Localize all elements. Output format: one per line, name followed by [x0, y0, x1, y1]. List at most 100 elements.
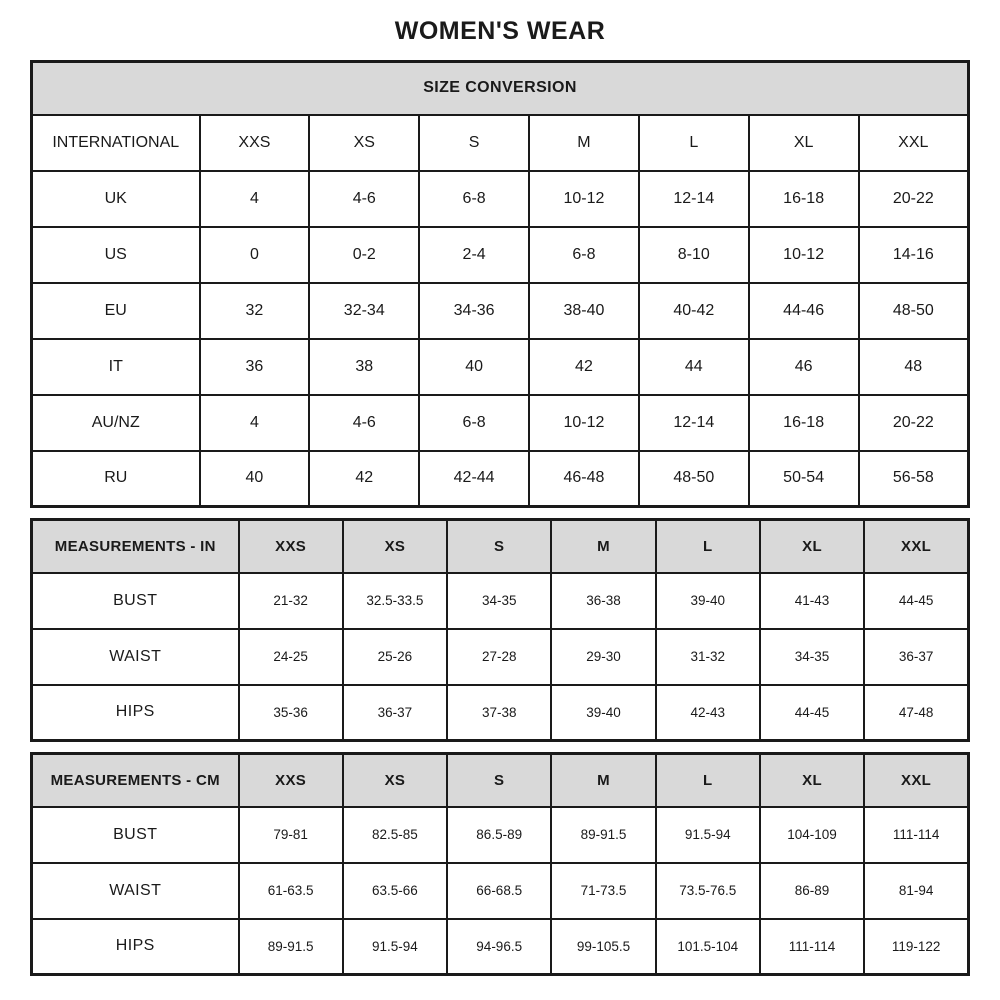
- data-cell: 16-18: [747, 393, 860, 452]
- data-cell: 89-91.5: [550, 805, 657, 864]
- data-cell: 47-48: [863, 683, 970, 742]
- row-label: IT: [30, 337, 201, 396]
- table-row: WAIST 24-25 25-26 27-28 29-30 31-32 34-35 36-37: [30, 627, 970, 686]
- data-cell: 86.5-89: [446, 805, 553, 864]
- data-cell: 41-43: [758, 571, 866, 630]
- column-header: L: [654, 518, 761, 574]
- table-row: EU 32 32-34 34-36 38-40 40-42 44-46 48-50: [30, 281, 970, 340]
- data-cell: 50-54: [747, 449, 860, 508]
- column-header: XS: [308, 113, 421, 172]
- data-cell: 40: [198, 449, 311, 508]
- data-cell: 86-89: [758, 861, 866, 920]
- data-cell: 10-12: [528, 169, 640, 228]
- table-measurements-in: MEASUREMENTS - IN XXS XS S M L XL XXL BUST 21-32 3…: [30, 518, 970, 742]
- data-cell: 31-32: [654, 627, 761, 686]
- data-cell: 99-105.5: [550, 917, 657, 976]
- row-label: WAIST: [30, 861, 240, 920]
- data-cell: 38-40: [528, 281, 640, 340]
- data-cell: 38: [308, 337, 421, 396]
- column-header: XXL: [863, 518, 970, 574]
- data-cell: 42-43: [654, 683, 761, 742]
- data-cell: 44: [637, 337, 750, 396]
- data-cell: 32: [198, 281, 311, 340]
- data-cell: 111-114: [863, 805, 970, 864]
- column-header: XL: [758, 518, 866, 574]
- column-header: XL: [747, 113, 860, 172]
- row-label: BUST: [30, 571, 240, 630]
- data-cell: 27-28: [446, 627, 553, 686]
- table-row: IT 36 38 40 42 44 46 48: [30, 337, 970, 396]
- page-title: WOMEN'S WEAR: [394, 17, 606, 45]
- data-cell: 32-34: [308, 281, 421, 340]
- data-cell: 48: [857, 337, 970, 396]
- data-cell: 89-91.5: [237, 917, 344, 976]
- data-cell: 10-12: [747, 225, 860, 284]
- data-cell: 46-48: [528, 449, 640, 508]
- data-cell: 4-6: [308, 393, 421, 452]
- data-cell: 46: [747, 337, 860, 396]
- column-header: XXS: [237, 518, 344, 574]
- data-cell: 10-12: [528, 393, 640, 452]
- data-cell: 79-81: [237, 805, 344, 864]
- row-label: HIPS: [30, 917, 240, 976]
- row-label: RU: [30, 449, 201, 508]
- data-cell: 36: [198, 337, 311, 396]
- data-cell: 81-94: [863, 861, 970, 920]
- table-row: AU/NZ 4 4-6 6-8 10-12 12-14 16-18 20-22: [30, 393, 970, 452]
- table-row: WAIST 61-63.5 63.5-66 66-68.5 71-73.5 73.5-76…: [30, 861, 970, 920]
- table-row: BUST 79-81 82.5-85 86.5-89 89-91.5 91.5-94 104…: [30, 805, 970, 864]
- row-label: US: [30, 225, 201, 284]
- table-title-banner: SIZE CONVERSION: [30, 60, 970, 116]
- data-cell: 111-114: [758, 917, 866, 976]
- data-cell: 56-58: [857, 449, 970, 508]
- data-cell: 119-122: [863, 917, 970, 976]
- data-cell: 6-8: [528, 225, 640, 284]
- data-cell: 12-14: [637, 169, 750, 228]
- column-header: S: [418, 113, 531, 172]
- table-row: UK 4 4-6 6-8 10-12 12-14 16-18 20-22: [30, 169, 970, 228]
- table-measurements-cm: MEASUREMENTS - CM XXS XS S M L XL XXL BUST 79-81 8…: [30, 752, 970, 976]
- data-cell: 101.5-104: [654, 917, 761, 976]
- row-label: AU/NZ: [30, 393, 201, 452]
- data-cell: 4-6: [308, 169, 421, 228]
- data-cell: 36-38: [550, 571, 657, 630]
- column-header: XL: [758, 752, 866, 808]
- data-cell: 4: [198, 169, 311, 228]
- column-header: S: [446, 518, 553, 574]
- data-cell: 34-36: [418, 281, 531, 340]
- row-label: HIPS: [30, 683, 240, 742]
- header-label: MEASUREMENTS - IN: [30, 518, 240, 574]
- data-cell: 36-37: [863, 627, 970, 686]
- data-cell: 37-38: [446, 683, 553, 742]
- row-label: WAIST: [30, 627, 240, 686]
- column-header: XS: [341, 752, 449, 808]
- column-header: XXS: [198, 113, 311, 172]
- data-cell: 40-42: [637, 281, 750, 340]
- data-cell: 48-50: [857, 281, 970, 340]
- data-cell: 44-46: [747, 281, 860, 340]
- column-header: L: [637, 113, 750, 172]
- table-row: HIPS 89-91.5 91.5-94 94-96.5 99-105.5 101.5-1…: [30, 917, 970, 976]
- data-cell: 16-18: [747, 169, 860, 228]
- data-cell: 82.5-85: [341, 805, 449, 864]
- data-cell: 6-8: [418, 393, 531, 452]
- data-cell: 42: [308, 449, 421, 508]
- data-cell: 20-22: [857, 169, 970, 228]
- data-cell: 104-109: [758, 805, 866, 864]
- header-label: INTERNATIONAL: [30, 113, 201, 172]
- data-cell: 21-32: [237, 571, 344, 630]
- column-header: XXS: [237, 752, 344, 808]
- table-row: BUST 21-32 32.5-33.5 34-35 36-38 39-40 41-43 44…: [30, 571, 970, 630]
- data-cell: 91.5-94: [341, 917, 449, 976]
- column-header: M: [550, 752, 657, 808]
- column-header: M: [528, 113, 640, 172]
- column-header: XXL: [863, 752, 970, 808]
- data-cell: 0: [198, 225, 311, 284]
- data-cell: 61-63.5: [237, 861, 344, 920]
- data-cell: 48-50: [637, 449, 750, 508]
- column-header: S: [446, 752, 553, 808]
- data-cell: 40: [418, 337, 531, 396]
- data-cell: 35-36: [237, 683, 344, 742]
- table-row: RU 40 42 42-44 46-48 48-50 50-54 56-58: [30, 449, 970, 508]
- data-cell: 42: [528, 337, 640, 396]
